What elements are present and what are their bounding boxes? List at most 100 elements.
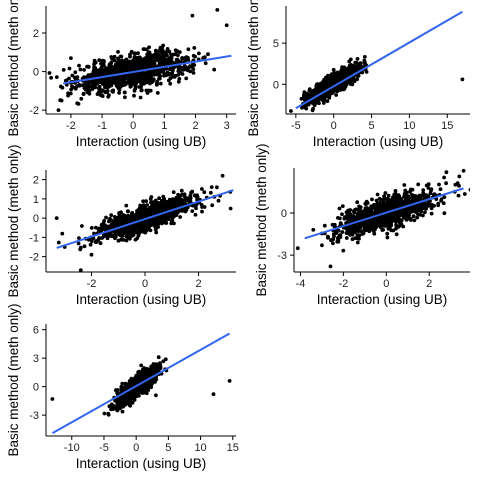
data-point xyxy=(355,236,359,241)
outlier-point xyxy=(78,268,83,272)
data-point xyxy=(375,201,380,206)
data-point xyxy=(188,198,193,203)
data-point xyxy=(77,236,81,241)
data-point xyxy=(92,68,97,72)
data-point xyxy=(184,76,189,81)
outlier-point xyxy=(215,7,220,12)
data-point xyxy=(127,59,132,64)
data-point xyxy=(456,193,461,198)
data-point xyxy=(112,65,116,69)
data-point xyxy=(307,87,312,92)
outlier-point xyxy=(206,52,210,57)
data-point xyxy=(429,202,434,207)
data-point xyxy=(344,236,349,240)
data-point xyxy=(99,61,103,66)
data-point xyxy=(188,69,193,74)
data-point xyxy=(337,206,342,211)
data-point xyxy=(184,55,189,60)
data-point xyxy=(340,212,344,217)
x-tick-label: -4 xyxy=(296,278,306,290)
x-tick-label: 0 xyxy=(130,120,136,132)
data-point xyxy=(380,215,385,220)
y-tick-label: 1 xyxy=(33,194,39,206)
data-point xyxy=(173,52,178,57)
x-tick-label: 0 xyxy=(331,120,337,132)
x-tick-label: -1 xyxy=(97,120,107,132)
data-point xyxy=(353,60,358,65)
data-point xyxy=(421,193,425,197)
data-point xyxy=(124,238,129,243)
data-point xyxy=(396,225,401,229)
data-point xyxy=(343,81,348,85)
data-point xyxy=(125,76,130,81)
data-point xyxy=(415,215,420,220)
data-point xyxy=(95,92,100,96)
data-point xyxy=(96,68,101,73)
data-point xyxy=(405,196,410,201)
data-point xyxy=(176,79,181,84)
data-point xyxy=(191,71,196,75)
x-tick-label: 5 xyxy=(369,120,375,132)
data-point xyxy=(155,79,160,84)
data-point xyxy=(115,60,120,65)
data-point xyxy=(347,231,352,235)
data-point xyxy=(117,87,122,92)
y-axis-title: Basic method (meth only) xyxy=(254,143,269,296)
data-point xyxy=(394,232,399,237)
data-point xyxy=(125,228,129,233)
data-point xyxy=(108,224,113,229)
data-point xyxy=(146,63,150,68)
data-point xyxy=(170,197,175,202)
data-point xyxy=(336,239,341,244)
data-point xyxy=(195,193,200,198)
data-point xyxy=(280,111,284,115)
data-point xyxy=(54,75,59,79)
data-point xyxy=(401,208,405,213)
data-point xyxy=(330,74,335,79)
data-point xyxy=(357,204,361,209)
data-point xyxy=(349,226,354,231)
y-tick-label: 5 xyxy=(273,38,279,50)
data-point xyxy=(136,51,140,55)
data-point xyxy=(295,246,300,251)
data-point xyxy=(123,64,127,69)
data-point xyxy=(384,204,389,209)
data-point xyxy=(103,71,108,76)
data-point xyxy=(403,192,408,196)
data-point xyxy=(385,231,390,236)
data-point xyxy=(104,233,109,238)
y-tick-label: 0 xyxy=(33,213,39,225)
data-point xyxy=(97,236,101,240)
panel-3-points xyxy=(54,173,233,272)
data-point xyxy=(139,82,144,86)
data-point xyxy=(342,65,347,70)
data-point xyxy=(110,56,114,61)
data-point xyxy=(421,213,425,218)
data-point xyxy=(118,54,123,59)
data-point xyxy=(316,82,320,87)
data-point xyxy=(80,83,85,88)
data-point xyxy=(382,197,386,201)
data-point xyxy=(199,202,204,207)
data-point xyxy=(107,217,112,222)
x-axis-title: Interaction (using UB) xyxy=(76,292,207,307)
data-point xyxy=(82,244,87,249)
data-point xyxy=(304,106,309,111)
data-point xyxy=(402,183,407,187)
data-point xyxy=(136,207,141,212)
data-point xyxy=(124,58,128,63)
data-point xyxy=(156,201,161,205)
data-point xyxy=(76,102,81,106)
data-point xyxy=(119,210,123,215)
data-point xyxy=(370,197,374,202)
y-tick-label: -2 xyxy=(29,105,39,117)
data-point xyxy=(130,211,134,216)
data-point xyxy=(70,73,75,78)
data-point xyxy=(421,188,426,193)
data-point xyxy=(116,50,120,54)
data-point xyxy=(334,93,338,97)
data-point xyxy=(157,217,162,222)
x-axis-title: Interaction (using UB) xyxy=(313,134,444,149)
y-tick-label: 0 xyxy=(273,79,279,91)
data-point xyxy=(66,93,70,98)
